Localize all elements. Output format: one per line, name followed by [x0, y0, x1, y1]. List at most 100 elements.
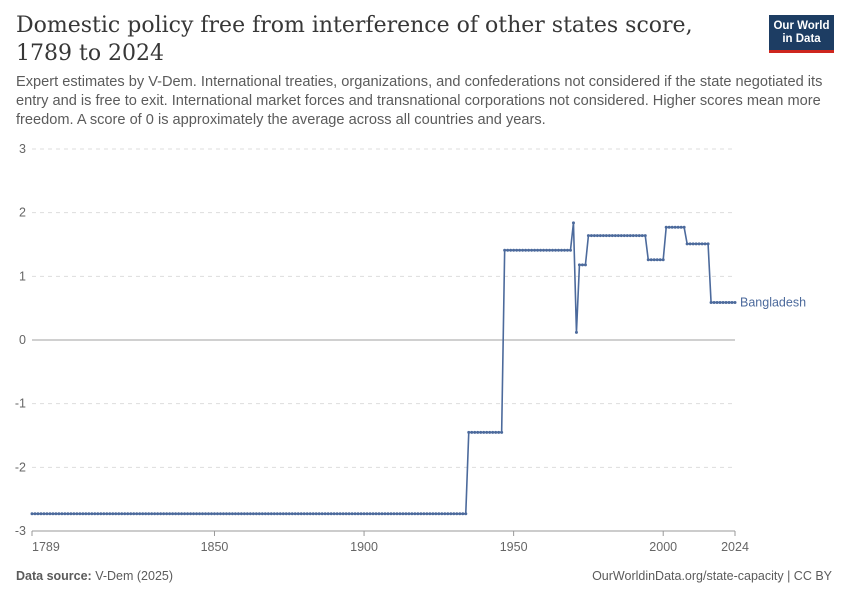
data-point[interactable] [186, 512, 190, 516]
data-point[interactable] [168, 512, 172, 516]
data-point[interactable] [443, 512, 447, 516]
data-point[interactable] [126, 512, 130, 516]
data-point[interactable] [715, 300, 719, 304]
data-point[interactable] [230, 512, 234, 516]
data-point[interactable] [571, 221, 575, 225]
data-point[interactable] [183, 512, 187, 516]
data-point[interactable] [419, 512, 423, 516]
data-point[interactable] [72, 512, 76, 516]
data-point[interactable] [150, 512, 154, 516]
data-point[interactable] [509, 248, 513, 252]
data-point[interactable] [473, 430, 477, 434]
data-point[interactable] [96, 512, 100, 516]
data-point[interactable] [595, 234, 599, 238]
data-point[interactable] [461, 512, 465, 516]
data-point[interactable] [278, 512, 282, 516]
data-point[interactable] [362, 512, 366, 516]
data-point[interactable] [129, 512, 133, 516]
data-point[interactable] [458, 512, 462, 516]
data-point[interactable] [548, 248, 552, 252]
data-point[interactable] [272, 512, 276, 516]
data-point[interactable] [263, 512, 267, 516]
data-point[interactable] [625, 234, 629, 238]
data-point[interactable] [652, 258, 656, 262]
data-point[interactable] [84, 512, 88, 516]
data-point[interactable] [39, 512, 43, 516]
data-point[interactable] [344, 512, 348, 516]
data-point[interactable] [452, 512, 456, 516]
data-point[interactable] [655, 258, 659, 262]
data-point[interactable] [646, 258, 650, 262]
data-point[interactable] [293, 512, 297, 516]
data-point[interactable] [260, 512, 264, 516]
data-point[interactable] [54, 512, 58, 516]
data-point[interactable] [506, 248, 510, 252]
data-point[interactable] [153, 512, 157, 516]
data-point[interactable] [488, 430, 492, 434]
data-point[interactable] [317, 512, 321, 516]
data-point[interactable] [500, 430, 504, 434]
data-point[interactable] [177, 512, 181, 516]
data-point[interactable] [138, 512, 142, 516]
data-point[interactable] [105, 512, 109, 516]
owid-logo[interactable]: Our World in Data [769, 15, 834, 53]
data-point[interactable] [239, 512, 243, 516]
data-point[interactable] [60, 512, 64, 516]
data-point[interactable] [248, 512, 252, 516]
data-point[interactable] [551, 248, 555, 252]
data-point[interactable] [284, 512, 288, 516]
data-point[interactable] [565, 248, 569, 252]
data-point[interactable] [207, 512, 210, 516]
data-point[interactable] [117, 512, 121, 516]
data-point[interactable] [236, 512, 240, 516]
data-point[interactable] [637, 234, 641, 238]
data-point[interactable] [580, 263, 584, 267]
data-point[interactable] [144, 512, 148, 516]
data-point[interactable] [192, 512, 196, 516]
data-point[interactable] [619, 234, 623, 238]
data-point[interactable] [667, 225, 671, 229]
data-point[interactable] [685, 242, 689, 246]
data-point[interactable] [209, 512, 213, 516]
data-point[interactable] [78, 512, 82, 516]
data-point[interactable] [664, 225, 668, 229]
data-point[interactable] [688, 242, 692, 246]
data-point[interactable] [329, 512, 333, 516]
data-point[interactable] [676, 225, 680, 229]
footer-url-license[interactable]: OurWorldinData.org/state-capacity | CC B… [592, 569, 832, 583]
data-point[interactable] [670, 225, 674, 229]
data-point[interactable] [586, 234, 590, 238]
data-point[interactable] [616, 234, 620, 238]
data-point[interactable] [81, 512, 85, 516]
data-point[interactable] [410, 512, 414, 516]
data-point[interactable] [518, 248, 522, 252]
data-point[interactable] [449, 512, 453, 516]
data-point[interactable] [404, 512, 408, 516]
series-line-bangladesh[interactable] [32, 222, 735, 515]
data-point[interactable] [395, 512, 399, 516]
data-point[interactable] [554, 248, 558, 252]
data-point[interactable] [114, 512, 118, 516]
data-point[interactable] [634, 234, 638, 238]
data-point[interactable] [431, 512, 435, 516]
data-point[interactable] [66, 512, 70, 516]
data-point[interactable] [613, 234, 617, 238]
data-source-value[interactable]: V-Dem (2025) [95, 569, 174, 583]
data-point[interactable] [299, 512, 303, 516]
data-point[interactable] [718, 300, 722, 304]
data-point[interactable] [33, 512, 37, 516]
data-point[interactable] [338, 512, 342, 516]
data-point[interactable] [682, 225, 686, 229]
data-point[interactable] [221, 512, 225, 516]
data-point[interactable] [574, 330, 578, 334]
data-point[interactable] [583, 263, 587, 267]
data-point[interactable] [201, 512, 205, 516]
data-point[interactable] [326, 512, 330, 516]
data-point[interactable] [401, 512, 405, 516]
data-point[interactable] [335, 512, 339, 516]
data-point[interactable] [598, 234, 602, 238]
data-point[interactable] [165, 512, 169, 516]
data-point[interactable] [661, 258, 665, 262]
data-point[interactable] [628, 234, 632, 238]
data-point[interactable] [159, 512, 163, 516]
